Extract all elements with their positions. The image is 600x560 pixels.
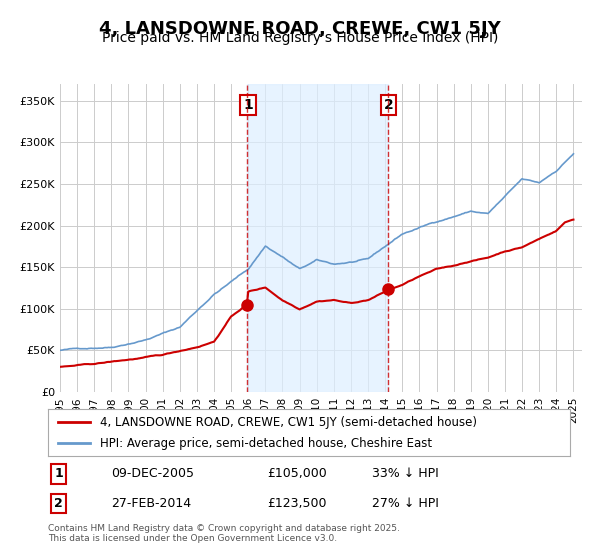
Text: 1: 1 bbox=[54, 468, 63, 480]
Text: 1: 1 bbox=[243, 98, 253, 112]
Text: 09-DEC-2005: 09-DEC-2005 bbox=[110, 468, 194, 480]
Text: Contains HM Land Registry data © Crown copyright and database right 2025.
This d: Contains HM Land Registry data © Crown c… bbox=[48, 524, 400, 543]
Bar bbox=[247, 84, 388, 392]
Text: £105,000: £105,000 bbox=[267, 468, 327, 480]
Text: 2: 2 bbox=[54, 497, 63, 510]
Text: £123,500: £123,500 bbox=[267, 497, 327, 510]
Text: 33% ↓ HPI: 33% ↓ HPI bbox=[371, 468, 439, 480]
Text: 27-FEB-2014: 27-FEB-2014 bbox=[110, 497, 191, 510]
Text: 27% ↓ HPI: 27% ↓ HPI bbox=[371, 497, 439, 510]
Text: 4, LANSDOWNE ROAD, CREWE, CW1 5JY (semi-detached house): 4, LANSDOWNE ROAD, CREWE, CW1 5JY (semi-… bbox=[100, 416, 477, 428]
Text: 4, LANSDOWNE ROAD, CREWE, CW1 5JY: 4, LANSDOWNE ROAD, CREWE, CW1 5JY bbox=[99, 20, 501, 38]
Text: Price paid vs. HM Land Registry's House Price Index (HPI): Price paid vs. HM Land Registry's House … bbox=[102, 31, 498, 45]
Text: 2: 2 bbox=[384, 98, 394, 112]
Text: HPI: Average price, semi-detached house, Cheshire East: HPI: Average price, semi-detached house,… bbox=[100, 437, 433, 450]
